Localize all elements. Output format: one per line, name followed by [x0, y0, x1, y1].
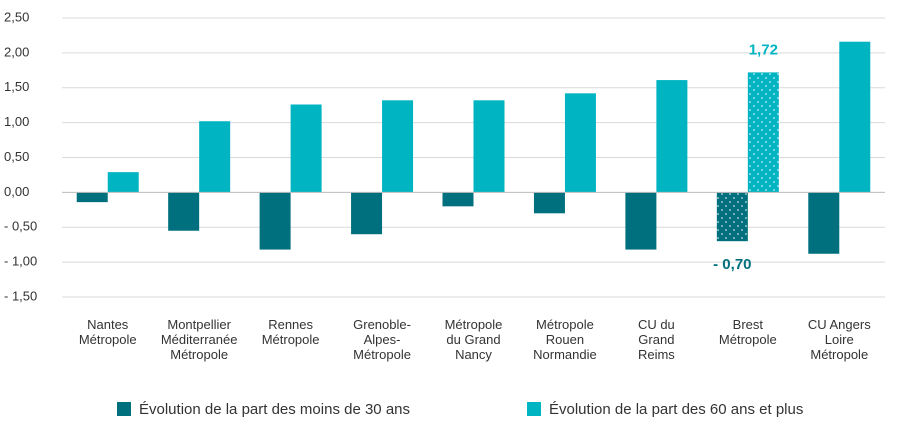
bar [564, 93, 596, 193]
bar [473, 100, 505, 193]
x-tick-label: Rennes Métropole [261, 317, 320, 347]
legend-swatch [117, 402, 131, 416]
bar [716, 192, 748, 242]
y-tick-label: 1,00 [4, 114, 29, 129]
x-tick-label: Brest Métropole [718, 317, 777, 347]
y-tick-label: 2,50 [4, 9, 29, 24]
y-tick-label: 0,50 [4, 149, 29, 164]
legend-label: Évolution de la part des moins de 30 ans [139, 401, 410, 418]
legend-label: Évolution de la part des 60 ans et plus [549, 401, 803, 418]
bar [259, 192, 291, 250]
bar [442, 192, 474, 207]
bar [76, 192, 108, 203]
bar [808, 192, 840, 254]
bar [199, 121, 231, 193]
y-tick-label: - 1,00 [4, 254, 37, 269]
y-tick-label: 0,00 [4, 184, 29, 199]
x-tick-label: Montpellier Méditerranée Métropole [160, 317, 238, 362]
x-tick-label: CU du Grand Reims [637, 317, 675, 362]
x-tick-label: Métropole du Grand Nancy [444, 317, 503, 362]
x-tick-label: Nantes Métropole [78, 317, 137, 347]
bar [747, 72, 779, 193]
bar [382, 100, 414, 193]
y-tick-label: 2,00 [4, 44, 29, 59]
x-tick-label: Grenoble- Alpes- Métropole [353, 317, 411, 362]
data-label: - 0,70 [713, 256, 751, 273]
bar [107, 172, 139, 193]
bar [290, 104, 322, 193]
y-tick-label: - 1,50 [4, 288, 37, 303]
bar [625, 192, 657, 250]
x-tick-label: Métropole Rouen Normandie [533, 317, 597, 362]
y-tick-label: 1,50 [4, 79, 29, 94]
legend-swatch [527, 402, 541, 416]
y-tick-label: - 0,50 [4, 219, 37, 234]
bar [839, 41, 871, 193]
bar [168, 192, 200, 231]
bar [533, 192, 565, 214]
x-tick-label: CU Angers Loire Métropole [807, 317, 871, 362]
data-label: 1,72 [749, 41, 778, 58]
bar [656, 80, 688, 193]
bar [351, 192, 383, 235]
